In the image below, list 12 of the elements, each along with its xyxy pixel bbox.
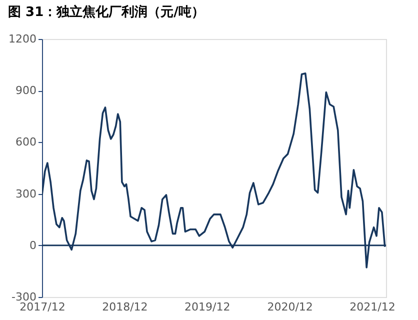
- y-tick-label: 0: [30, 238, 36, 252]
- x-tick-label: 2017/12: [20, 300, 66, 314]
- y-tick-label: 1200: [8, 32, 36, 46]
- x-tick-label: 2019/12: [184, 300, 230, 314]
- y-tick-label: 900: [16, 84, 36, 98]
- x-tick-label: 2021/12: [350, 300, 396, 314]
- x-tick-label: 2018/12: [102, 300, 148, 314]
- y-tick-label: -300: [12, 290, 36, 304]
- y-tick-label: 600: [16, 136, 36, 149]
- x-tick-label: 2020/12: [267, 300, 313, 314]
- chart-title: 图 31：独立焦化厂利润（元/吨）: [8, 4, 204, 20]
- y-tick-label: 300: [16, 187, 36, 200]
